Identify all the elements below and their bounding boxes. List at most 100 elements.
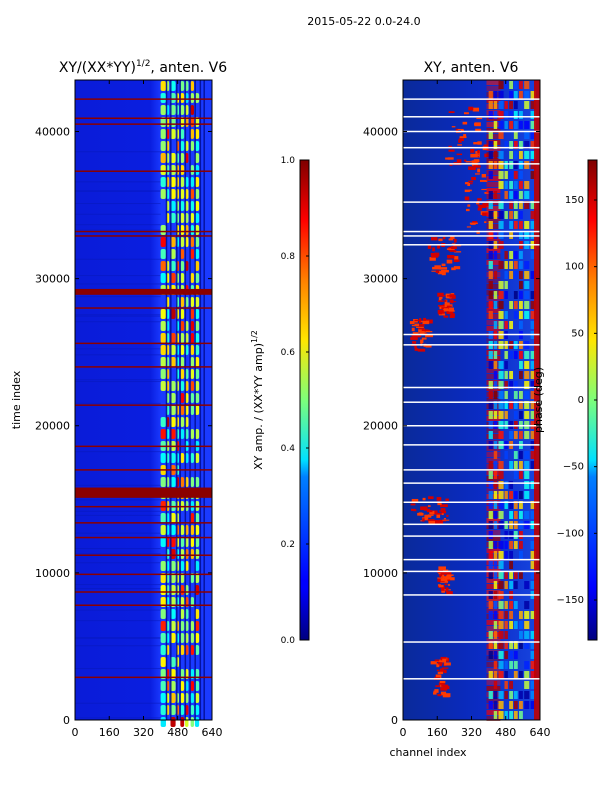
phase-patch [414, 344, 417, 349]
phase-flagged-rows [403, 98, 540, 680]
phase-patch [443, 518, 447, 520]
phase-patch [441, 589, 445, 593]
heatmap-cell [498, 311, 504, 319]
heatmap-cell [493, 371, 498, 379]
y-tick-label: 0 [391, 714, 398, 727]
heatmap-cell [488, 281, 493, 289]
flagged-row [403, 344, 540, 346]
heatmap-cell [160, 273, 166, 283]
flagged-row [403, 130, 540, 133]
phase-patch [470, 153, 478, 158]
heatmap-cell [498, 661, 504, 669]
heatmap-cell [170, 129, 176, 139]
phase-patch [465, 208, 470, 212]
heatmap-cell [519, 91, 523, 99]
heatmap-cell [519, 261, 523, 269]
phase-sweep [486, 482, 501, 487]
heatmap-cell [513, 301, 518, 309]
phase-patch [441, 269, 449, 273]
phase-patch [416, 326, 424, 329]
flagged-row [403, 594, 540, 596]
heatmap-cell [160, 633, 166, 643]
heatmap-cell [493, 301, 498, 309]
phase-sweep [486, 206, 501, 211]
phase-colorbar: −150 −100 −50 0 50 100 150 phase (deg) [532, 159, 598, 641]
phase-patch [438, 584, 444, 588]
phase-patch [442, 694, 450, 698]
phase-sweep [486, 416, 501, 421]
heatmap-cell [530, 661, 536, 669]
heatmap-cell [160, 561, 166, 571]
heatmap-cell [160, 333, 166, 343]
heatmap-cell [524, 641, 530, 649]
background-striation [75, 514, 161, 516]
background-striation [75, 181, 161, 183]
heatmap-cell [530, 561, 536, 569]
heatmap-cell [504, 371, 508, 379]
phase-patch [418, 320, 422, 324]
heatmap-cell [488, 251, 493, 259]
background-striation [75, 354, 161, 356]
amplitude-colorbar-gradient [299, 159, 310, 641]
background-striation [75, 402, 161, 404]
channel-gap [189, 80, 191, 720]
heatmap-cell [190, 405, 195, 415]
phase-sweep [486, 128, 501, 133]
heatmap-cell [190, 129, 195, 139]
heatmap-cell [513, 471, 518, 479]
phase-patch [421, 337, 427, 340]
heatmap-cell [170, 633, 176, 643]
flagged-row [75, 230, 212, 233]
heatmap-cell [488, 301, 493, 309]
phase-patch [477, 198, 482, 201]
phase-patch [463, 134, 467, 138]
phase-patch [455, 128, 459, 132]
heatmap-cell [170, 381, 176, 391]
heatmap-cell [493, 451, 498, 459]
phase-patch [438, 238, 443, 242]
phase-patch [427, 505, 431, 507]
flagged-row [403, 444, 540, 446]
heatmap-cell [530, 531, 536, 539]
heatmap-cell [190, 645, 195, 655]
phase-sweep [486, 266, 501, 271]
heatmap-cell [170, 189, 176, 199]
heatmap-cell [160, 189, 166, 199]
heatmap-cell [488, 491, 493, 499]
amplitude-colorbar-ticks: 0.0 0.2 0.4 0.6 0.8 1.0 [281, 156, 309, 646]
heatmap-cell [160, 105, 166, 115]
heatmap-cell [530, 221, 536, 229]
heatmap-cell [493, 291, 498, 299]
amplitude-y-ticks: 0 10000 20000 30000 40000 [35, 125, 212, 727]
background-striation [75, 553, 161, 555]
heatmap-cell [524, 611, 530, 619]
heatmap-cell [488, 231, 493, 239]
heatmap-cell [504, 671, 508, 679]
phase-sweep [486, 224, 501, 229]
heatmap-cell [524, 161, 530, 169]
heatmap-cell [180, 525, 185, 535]
phase-patch [444, 569, 449, 572]
heatmap-cell [488, 391, 493, 399]
heatmap-cell [530, 321, 536, 329]
heatmap-cell [513, 261, 518, 269]
phase-patch [478, 205, 487, 208]
channel-gap [179, 80, 181, 720]
phase-patch [440, 504, 448, 508]
heatmap-cell [530, 161, 536, 169]
phase-patch [483, 144, 489, 147]
heatmap-cell [524, 621, 530, 629]
colorbar-tick-label: 100 [565, 262, 584, 273]
heatmap-cell [190, 369, 195, 379]
phase-patch [441, 683, 446, 685]
heatmap-cell [509, 171, 514, 179]
flagged-row [403, 523, 540, 526]
heatmap-cell [519, 671, 523, 679]
phase-patch [417, 334, 422, 337]
heatmap-cell [504, 121, 508, 129]
heatmap-cell [493, 671, 498, 679]
heatmap-cell [509, 231, 514, 239]
x-tick-label: 160 [99, 726, 120, 739]
phase-patch [454, 260, 458, 263]
flagged-band [75, 487, 212, 498]
